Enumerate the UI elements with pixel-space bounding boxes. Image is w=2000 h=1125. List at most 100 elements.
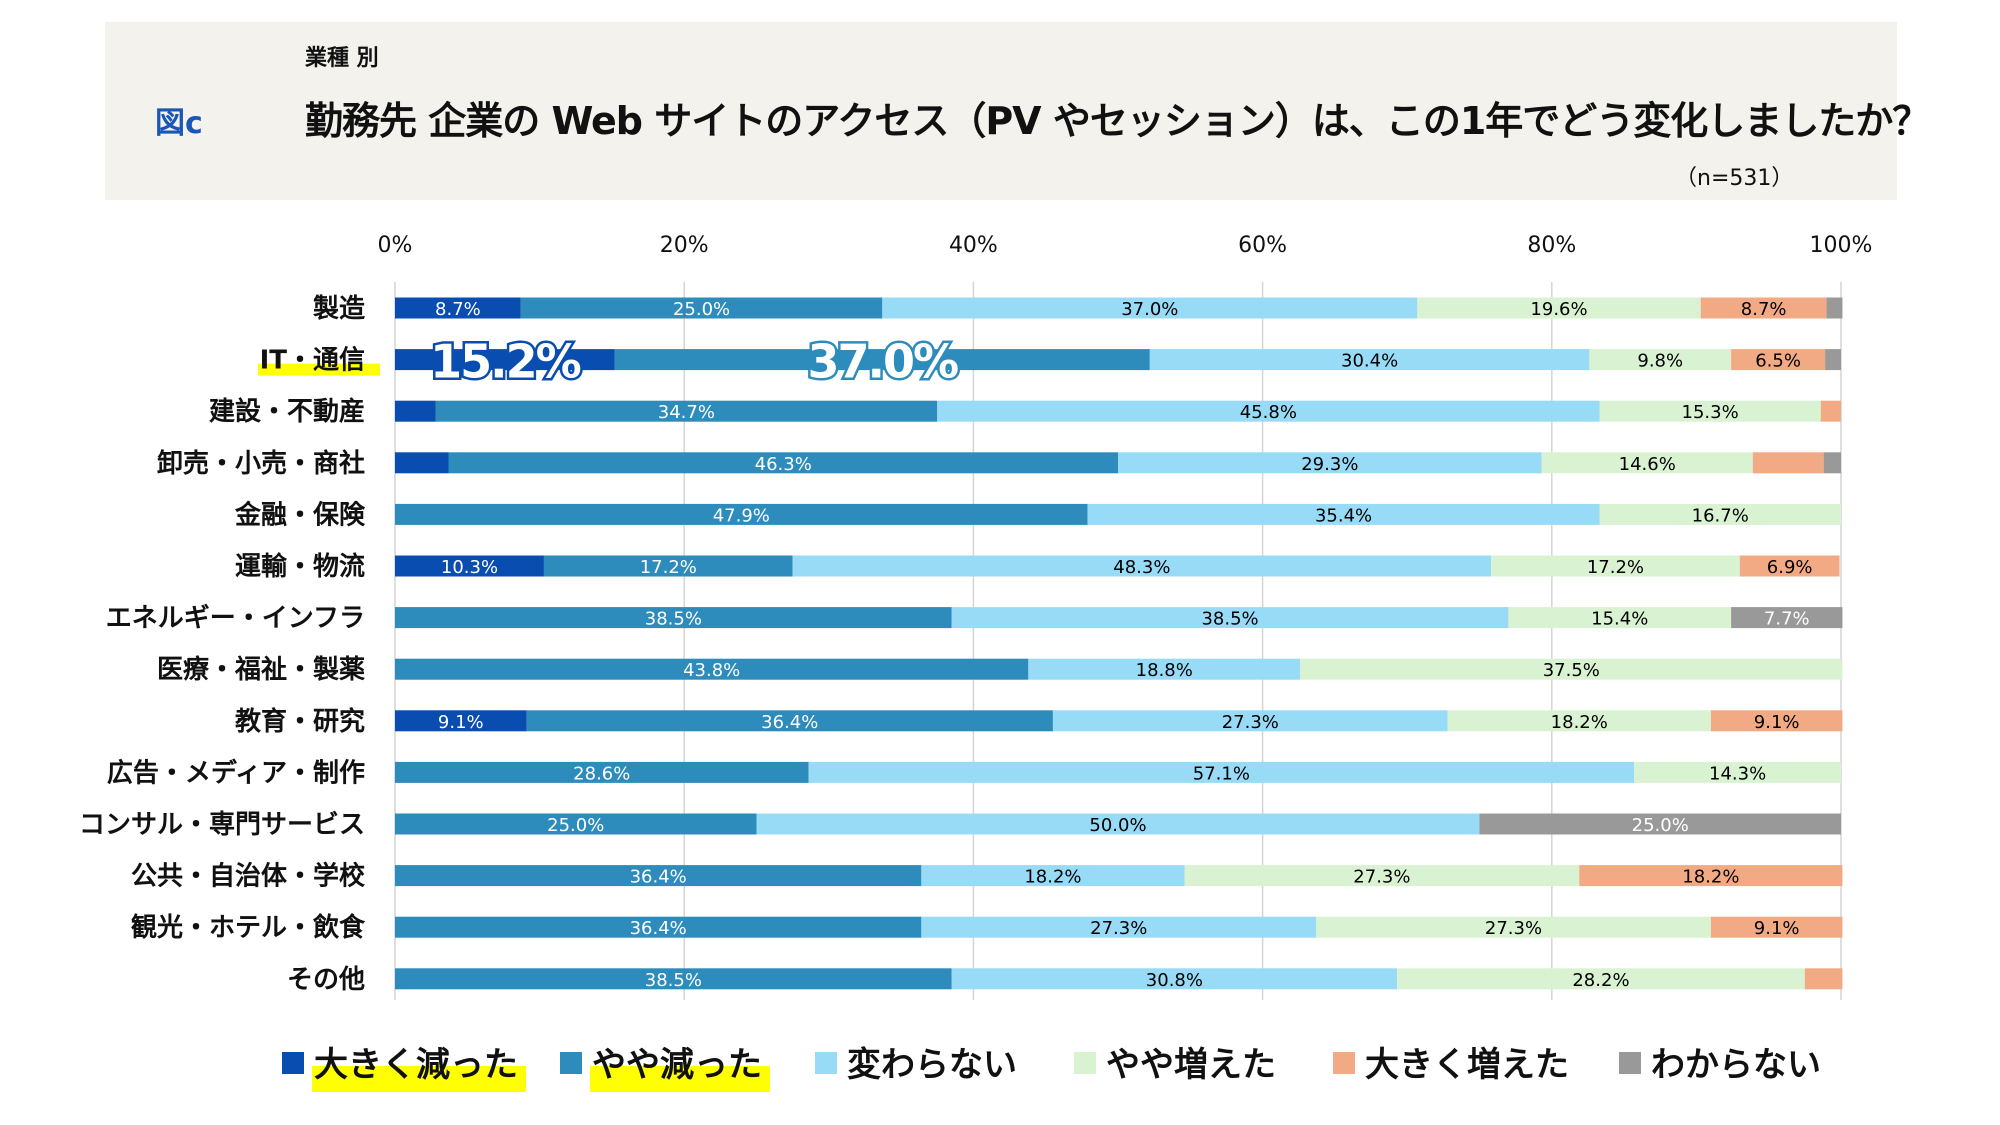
bar-segment: [1599, 400, 1821, 422]
data-label: 29.3%: [1301, 454, 1358, 475]
bar-segment: [1316, 916, 1711, 938]
legend-label: わからない: [1651, 1045, 1821, 1085]
bar-segment: [921, 865, 1185, 887]
x-tick-label: 20%: [660, 233, 709, 258]
data-label: 27.3%: [1090, 918, 1147, 939]
bar-segment: [395, 710, 527, 732]
data-label: 28.2%: [1572, 970, 1629, 991]
bar-segment: [543, 555, 793, 577]
bar-segment: [1634, 761, 1841, 783]
bar-segment: [1804, 968, 1843, 990]
bar-segment: [435, 400, 938, 422]
data-label: 7.7%: [1764, 609, 1810, 630]
data-label: 27.3%: [1222, 712, 1279, 733]
bar-segment: [1820, 400, 1841, 422]
data-label: 50.0%: [1089, 815, 1146, 836]
bar-segment: [1825, 349, 1841, 371]
bar-segment: [1417, 297, 1701, 319]
legend-highlight: [590, 1066, 770, 1092]
data-label: 27.3%: [1353, 867, 1410, 888]
bar-segment: [395, 658, 1029, 680]
data-label: 17.2%: [640, 557, 697, 578]
category-label: 製造: [313, 294, 365, 324]
legend-swatch: [1619, 1052, 1641, 1074]
bar-segment: [1739, 555, 1840, 577]
bar-segment: [1447, 710, 1711, 732]
bar-segment: [395, 813, 757, 835]
legend-swatch: [1333, 1052, 1355, 1074]
bar-segment: [395, 349, 615, 371]
bar-segment: [1184, 865, 1580, 887]
bar-segment: [951, 968, 1398, 990]
bar-segment: [937, 400, 1600, 422]
category-label: 公共・自治体・学校: [131, 861, 366, 892]
bar-segment: [614, 349, 1150, 371]
bar-segment: [1731, 607, 1843, 629]
data-label: 18.8%: [1136, 660, 1193, 681]
bar-segment: [1731, 349, 1826, 371]
bar-segment: [448, 452, 1118, 474]
data-label: 18.2%: [1024, 867, 1081, 888]
legend-highlight: [312, 1066, 526, 1092]
data-label: 25.0%: [1632, 815, 1689, 836]
bar-segment: [1589, 349, 1732, 371]
bar-segment: [1491, 555, 1740, 577]
bar-segment: [1087, 503, 1600, 525]
data-label: 27.3%: [1485, 918, 1542, 939]
chart-subtitle: 業種 別: [305, 46, 379, 71]
data-label: 16.7%: [1692, 505, 1749, 526]
bar-segment: [395, 865, 922, 887]
bar-segment: [1028, 658, 1301, 680]
legend-label: 変わらない: [847, 1045, 1017, 1085]
x-tick-label: 40%: [949, 233, 998, 258]
data-label: 57.1%: [1193, 763, 1250, 784]
data-label: 18.2%: [1682, 867, 1739, 888]
category-label: 建設・不動産: [209, 396, 365, 427]
data-label: 38.5%: [645, 970, 702, 991]
data-label: 15.3%: [1682, 402, 1739, 423]
data-label: 43.8%: [683, 660, 740, 681]
bar-segment: [792, 555, 1492, 577]
data-label: 9.1%: [1754, 918, 1800, 939]
bar-segment: [395, 297, 521, 319]
data-label: 34.7%: [658, 402, 715, 423]
data-label: 45.8%: [1240, 402, 1297, 423]
data-label: 9.1%: [438, 712, 484, 733]
bar-segment: [1149, 349, 1590, 371]
bar-segment: [1752, 452, 1824, 474]
data-label: 46.3%: [755, 454, 812, 475]
callout-label: 15.2%: [430, 335, 580, 389]
x-tick-label: 0%: [378, 233, 413, 258]
bar-segment: [395, 400, 436, 422]
bar-segment: [1508, 607, 1732, 629]
data-label: 47.9%: [713, 505, 770, 526]
data-label: 38.5%: [645, 609, 702, 630]
legend-label: 大きく増えた: [1365, 1045, 1569, 1085]
category-label: 観光・ホテル・飲食: [131, 912, 366, 943]
bar-segment: [1823, 452, 1841, 474]
data-label: 25.0%: [673, 299, 730, 320]
chart-title: 勤務先 企業の Web サイトのアクセス（PV やセッション）は、この1年でどう…: [305, 99, 1930, 143]
category-label: 広告・メディア・制作: [107, 757, 365, 788]
legend-swatch: [815, 1052, 837, 1074]
bar-segment: [520, 297, 883, 319]
data-label: 8.7%: [435, 299, 481, 320]
bar-segment: [395, 607, 952, 629]
category-label: 金融・保険: [234, 499, 366, 530]
data-label: 6.5%: [1755, 351, 1801, 372]
data-label: 14.3%: [1709, 763, 1766, 784]
bar-segment: [1479, 813, 1841, 835]
legend-label: やや減った: [592, 1045, 762, 1085]
data-label: 37.0%: [1121, 299, 1178, 320]
data-label: 9.8%: [1637, 351, 1683, 372]
legend-swatch: [1074, 1052, 1096, 1074]
x-tick-label: 100%: [1810, 233, 1873, 258]
bar-segment: [921, 916, 1317, 938]
category-label: 教育・研究: [235, 706, 365, 737]
bar-segment: [1710, 710, 1843, 732]
data-label: 15.4%: [1591, 609, 1648, 630]
legend-label: やや増えた: [1106, 1045, 1276, 1085]
bar-segment: [395, 761, 809, 783]
data-label: 25.0%: [547, 815, 604, 836]
